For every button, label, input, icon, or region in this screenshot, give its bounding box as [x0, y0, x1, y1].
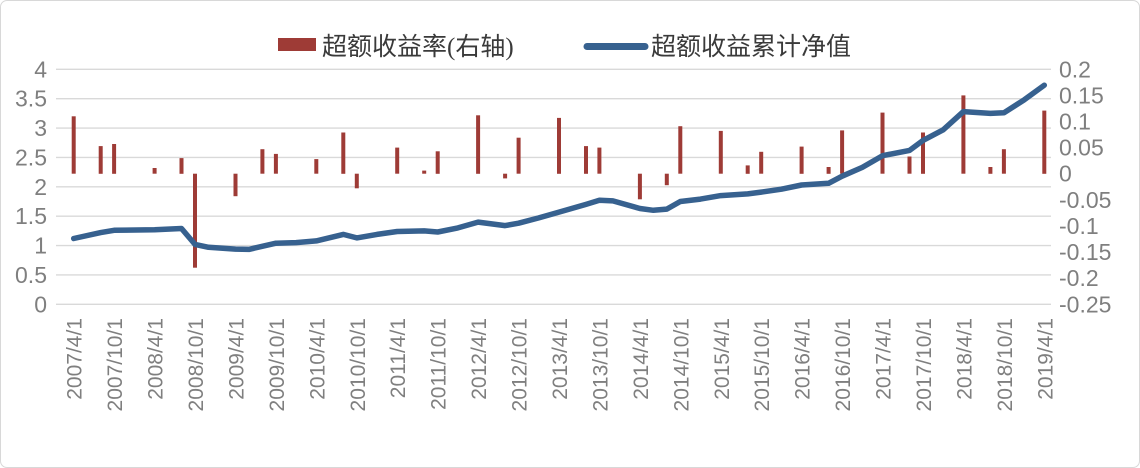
x-axis-tick-label: 2016/10/1 — [832, 318, 855, 411]
right-axis-tick-label: 0.1 — [1059, 109, 1091, 135]
excess-return-bar — [476, 115, 481, 174]
excess-return-bar — [584, 146, 588, 174]
x-axis-tick-label: 2010/10/1 — [347, 318, 370, 411]
excess-return-bar — [98, 146, 103, 174]
left-axis-tick-label: 1.5 — [15, 203, 47, 229]
excess-return-bar — [597, 147, 602, 174]
legend-label-line: 超额收益累计净值 — [651, 33, 851, 61]
x-axis-tick-label: 2017/10/1 — [913, 318, 936, 411]
excess-return-bar — [678, 126, 683, 174]
x-axis-tick-label: 2008/4/1 — [145, 318, 168, 400]
legend-swatch-bar — [278, 38, 316, 51]
excess-return-bar — [422, 170, 427, 174]
bar-series — [71, 95, 1047, 268]
x-axis-tick-label: 2007/4/1 — [64, 318, 87, 400]
excess-return-bar — [988, 167, 993, 174]
excess-return-bar — [961, 95, 966, 174]
excess-return-bar — [745, 165, 750, 174]
right-axis-tick-label: 0 — [1059, 161, 1072, 187]
excess-return-bar — [341, 132, 346, 174]
x-axis-tick-label: 2018/10/1 — [994, 318, 1017, 411]
excess-return-bar — [233, 173, 238, 197]
excess-return-bar — [152, 168, 157, 174]
right-axis-tick-label: 0.2 — [1059, 56, 1091, 82]
excess-return-bar — [718, 130, 723, 174]
excess-return-bar — [557, 117, 561, 174]
right-axis-labels: 0.20.150.10.050-0.05-0.1-0.15-0.2-0.25 — [1059, 56, 1111, 317]
x-axis-tick-label: 2015/4/1 — [711, 318, 734, 400]
excess-return-bar — [826, 167, 831, 174]
x-axis-tick-label: 2015/10/1 — [751, 318, 774, 411]
x-axis-tick-label: 2009/10/1 — [266, 318, 289, 411]
excess-return-bar — [112, 144, 117, 174]
left-axis-tick-label: 1 — [34, 233, 47, 259]
excess-return-bar — [1001, 149, 1006, 174]
left-axis-tick-label: 0.5 — [15, 262, 47, 288]
left-axis-tick-label: 3.5 — [15, 86, 47, 112]
x-axis-tick-label: 2017/4/1 — [873, 318, 896, 400]
right-axis-tick-label: 0.15 — [1059, 82, 1104, 108]
excess-return-bar — [516, 137, 521, 174]
excess-return-bar — [260, 149, 265, 174]
left-axis-tick-label: 2 — [34, 174, 47, 200]
x-axis-tick-label: 2013/10/1 — [589, 318, 612, 411]
x-axis-tick-label: 2016/4/1 — [792, 318, 815, 400]
excess-return-bar — [435, 151, 440, 174]
excess-return-bar — [921, 132, 925, 174]
x-axis-tick-label: 2011/10/1 — [428, 318, 451, 410]
excess-return-bar — [637, 173, 642, 200]
x-axis-tick-label: 2012/4/1 — [468, 318, 491, 400]
gridlines — [56, 68, 1051, 305]
legend: 超额收益率(右轴) 超额收益累计净值 — [278, 33, 851, 61]
x-axis-tick-label: 2008/10/1 — [185, 318, 208, 411]
right-axis-tick-label: -0.2 — [1059, 265, 1099, 291]
excess-return-bar — [273, 153, 278, 174]
x-axis-tick-label: 2010/4/1 — [306, 318, 329, 400]
x-axis-tick-label: 2007/10/1 — [104, 318, 127, 411]
legend-label-bar: 超额收益率(右轴) — [322, 33, 514, 61]
excess-return-bar — [314, 159, 319, 174]
excess-return-bar — [503, 173, 508, 179]
excess-return-bar — [193, 173, 197, 268]
cumulative-net-value-line — [70, 82, 1048, 253]
right-axis-tick-label: -0.1 — [1059, 213, 1099, 239]
right-axis-tick-label: -0.25 — [1059, 291, 1111, 317]
x-axis-tick-label: 2012/10/1 — [509, 318, 532, 411]
x-axis-tick-label: 2014/10/1 — [670, 318, 693, 411]
excess-return-bar — [71, 116, 76, 174]
left-axis-tick-label: 2.5 — [15, 144, 47, 170]
excess-return-bar — [354, 173, 359, 189]
line-series — [70, 82, 1048, 253]
x-axis-tick-label: 2019/4/1 — [1034, 318, 1057, 400]
excess-return-bar — [179, 158, 184, 174]
x-axis-tick-label: 2009/4/1 — [226, 318, 249, 400]
excess-return-bar — [880, 112, 885, 174]
excess-return-bar — [1042, 110, 1047, 174]
x-axis-tick-label: 2014/4/1 — [630, 318, 653, 400]
excess-return-bar — [907, 156, 912, 174]
right-axis-tick-label: -0.15 — [1059, 239, 1111, 265]
excess-return-bar — [759, 151, 764, 174]
right-axis-tick-label: -0.05 — [1059, 187, 1111, 213]
excess-return-bar — [799, 146, 804, 174]
excess-return-bar — [664, 173, 669, 186]
left-axis-tick-label: 0 — [34, 291, 47, 317]
excess-return-bar — [395, 147, 400, 174]
excess-return-bar — [840, 130, 845, 174]
right-axis-tick-label: 0.05 — [1059, 135, 1104, 161]
left-axis-tick-label: 4 — [34, 56, 47, 82]
x-axis-labels: 2007/4/1 2007/10/1 2008/4/1 2008/10/1 2009/4… — [64, 318, 1058, 411]
x-axis-tick-label: 2013/4/1 — [549, 318, 572, 400]
left-axis-labels: 4 3.5 3 2.5 2 1.5 1 0.5 0 — [15, 56, 47, 317]
x-axis-tick-label: 2011/4/1 — [387, 318, 410, 398]
x-axis-tick-label: 2018/4/1 — [953, 318, 976, 400]
left-axis-tick-label: 3 — [34, 115, 47, 141]
